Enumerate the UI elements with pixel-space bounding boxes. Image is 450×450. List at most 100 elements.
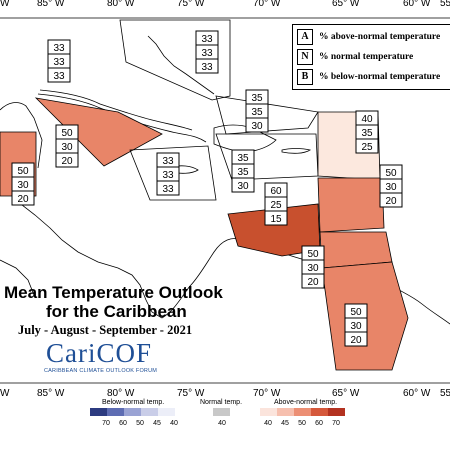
lon-label-bottom: 80° W bbox=[107, 388, 135, 399]
prob-box-gulf: 33 33 33 bbox=[47, 39, 71, 83]
key-letter: A bbox=[297, 29, 313, 45]
prob-box-northern-leewards: 40 35 25 bbox=[355, 110, 379, 154]
svg-text:25: 25 bbox=[270, 200, 282, 211]
svg-text:30: 30 bbox=[350, 321, 362, 332]
prob-box-cuba: 50 30 20 bbox=[55, 124, 79, 168]
scale-tick: 40 bbox=[170, 420, 178, 427]
probability-key: A % above-normal temperature N % normal … bbox=[292, 24, 450, 90]
svg-text:50: 50 bbox=[61, 128, 73, 139]
logo-subtext: CARIBBEAN CLIMATE OUTLOOK FORUM bbox=[44, 368, 158, 374]
scale-tick: 50 bbox=[298, 420, 306, 427]
svg-text:30: 30 bbox=[61, 142, 73, 153]
forecast-zones bbox=[0, 19, 409, 371]
scale-tick: 70 bbox=[102, 420, 110, 427]
svg-text:35: 35 bbox=[237, 153, 249, 164]
puerto-rico-coast bbox=[281, 148, 311, 154]
key-row-normal: N % normal temperature bbox=[297, 49, 413, 65]
zone-bahamas bbox=[119, 19, 231, 101]
scale-swatch-normal bbox=[213, 408, 230, 416]
scale-above-label: Above-normal temp. bbox=[274, 399, 338, 406]
scale-below-label: Below-normal temp. bbox=[102, 399, 165, 406]
prob-box-hispaniola: 35 35 30 bbox=[231, 149, 255, 193]
scale-swatch-below bbox=[124, 408, 141, 416]
scale-tick: 50 bbox=[136, 420, 144, 427]
svg-text:33: 33 bbox=[53, 43, 65, 54]
svg-text:50: 50 bbox=[307, 249, 319, 260]
map-title: Mean Temperature Outlook bbox=[4, 283, 223, 302]
svg-text:20: 20 bbox=[17, 194, 29, 205]
svg-text:15: 15 bbox=[270, 214, 282, 225]
zone-puerto-rico bbox=[227, 203, 321, 257]
svg-text:35: 35 bbox=[237, 167, 249, 178]
zone-cuba bbox=[34, 97, 163, 167]
lon-label-bottom: 60° W bbox=[403, 388, 431, 399]
lon-label-bottom: 70° W bbox=[253, 388, 281, 399]
lon-label-top: 75° W bbox=[177, 0, 205, 9]
svg-text:25: 25 bbox=[361, 142, 373, 153]
central-america-coast bbox=[0, 174, 163, 319]
lon-label-top: 85° W bbox=[37, 0, 65, 9]
lon-label-top: 80° W bbox=[107, 0, 135, 9]
scale-swatch-below bbox=[107, 408, 124, 416]
svg-text:35: 35 bbox=[251, 107, 263, 118]
svg-text:33: 33 bbox=[162, 184, 174, 195]
svg-text:33: 33 bbox=[53, 71, 65, 82]
lon-label-top: 55° W bbox=[440, 0, 450, 9]
pacific-coast bbox=[0, 259, 35, 296]
scale-tick: 60 bbox=[119, 420, 127, 427]
caricof-logo: CariCOF CARIBBEAN CLIMATE OUTLOOK FORUM bbox=[44, 338, 178, 376]
prob-box-puerto-rico: 60 25 15 bbox=[264, 182, 288, 226]
prob-box-eastern-caribbean: 50 30 20 bbox=[379, 164, 403, 208]
scale-swatch-below bbox=[141, 408, 158, 416]
svg-text:33: 33 bbox=[201, 62, 213, 73]
scale-swatch-below bbox=[90, 408, 107, 416]
svg-text:30: 30 bbox=[307, 263, 319, 274]
cuba-north-coast bbox=[39, 89, 193, 131]
key-row-above: A % above-normal temperature bbox=[297, 29, 440, 45]
lon-left-edge-bottom: W bbox=[0, 388, 10, 399]
lon-label-bottom: 55° W bbox=[440, 388, 450, 399]
prob-box-bahamas: 33 33 33 bbox=[195, 30, 219, 74]
scale-tick: 45 bbox=[281, 420, 289, 427]
svg-text:20: 20 bbox=[61, 156, 73, 167]
key-text: % below-normal temperature bbox=[319, 72, 441, 82]
scale-tick: 60 bbox=[315, 420, 323, 427]
map-title-line2: for the Caribbean bbox=[46, 302, 187, 321]
svg-text:30: 30 bbox=[17, 180, 29, 191]
lon-label-top: 65° W bbox=[332, 0, 360, 9]
scale-normal-label: Normal temp. bbox=[200, 399, 243, 406]
lon-label-bottom: 75° W bbox=[177, 388, 205, 399]
yucatan-coast bbox=[0, 102, 43, 169]
scale-tick: 45 bbox=[153, 420, 161, 427]
svg-text:50: 50 bbox=[17, 166, 29, 177]
svg-text:50: 50 bbox=[385, 168, 397, 179]
scale-tick: 40 bbox=[218, 420, 226, 427]
svg-text:35: 35 bbox=[251, 93, 263, 104]
svg-text:33: 33 bbox=[162, 170, 174, 181]
key-letter: B bbox=[297, 69, 313, 85]
south-america-coast bbox=[161, 238, 450, 325]
logo-wordmark: CariCOF bbox=[46, 338, 153, 368]
svg-text:35: 35 bbox=[361, 128, 373, 139]
prob-box-abc: 50 30 20 bbox=[301, 245, 325, 289]
zone-turks-caicos bbox=[215, 95, 319, 135]
scale-tick: 70 bbox=[332, 420, 340, 427]
key-row-below: B % below-normal temperature bbox=[297, 69, 440, 85]
svg-text:30: 30 bbox=[237, 181, 249, 192]
lon-left-edge-top: W bbox=[0, 0, 10, 9]
lon-label-top: 60° W bbox=[403, 0, 431, 9]
svg-text:20: 20 bbox=[350, 335, 362, 346]
svg-text:33: 33 bbox=[201, 48, 213, 59]
zone-eastern-caribbean bbox=[317, 177, 385, 233]
key-text: % normal temperature bbox=[319, 52, 414, 62]
svg-text:50: 50 bbox=[350, 307, 362, 318]
scale-swatch-above bbox=[328, 408, 345, 416]
forecast-period: July - August - September - 2021 bbox=[18, 323, 193, 337]
svg-text:20: 20 bbox=[307, 277, 319, 288]
svg-text:33: 33 bbox=[201, 34, 213, 45]
svg-text:33: 33 bbox=[53, 57, 65, 68]
svg-text:30: 30 bbox=[385, 182, 397, 193]
scale-tick: 40 bbox=[264, 420, 272, 427]
lon-label-bottom: 65° W bbox=[332, 388, 360, 399]
prob-box-cayman: 33 33 33 bbox=[156, 152, 180, 196]
